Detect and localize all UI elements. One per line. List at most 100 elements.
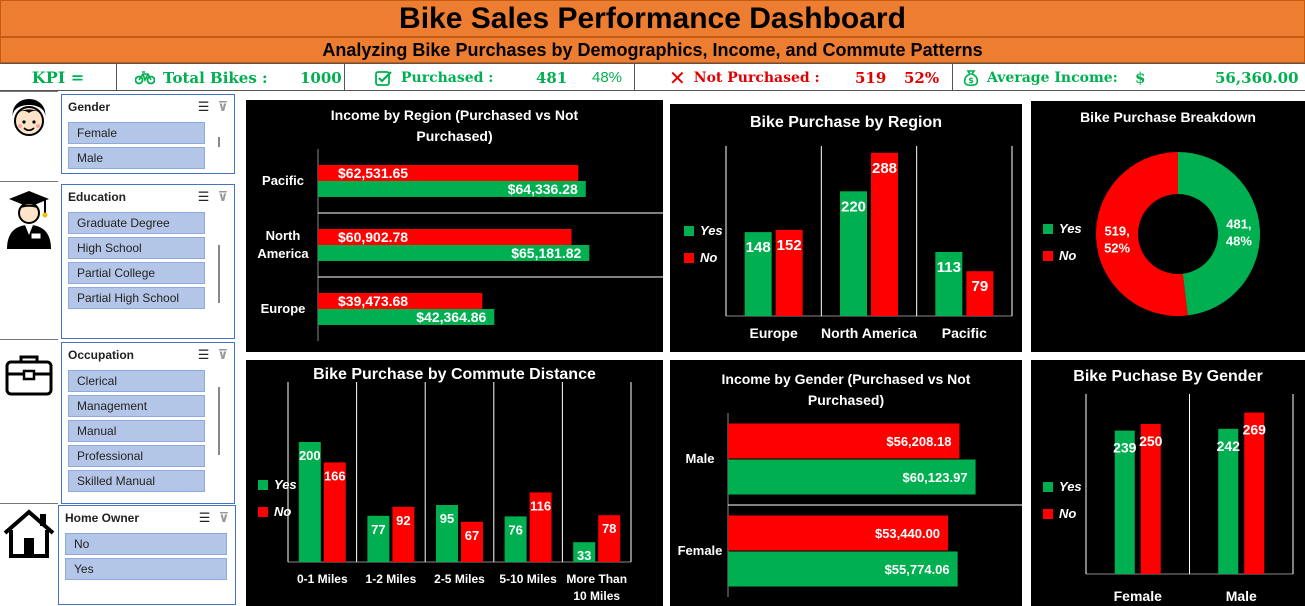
multi-select-icon[interactable]: ☰ xyxy=(198,510,211,526)
slicer-gender-title: Gender xyxy=(68,100,111,114)
bar-no xyxy=(392,506,415,562)
category-label: Europe xyxy=(750,325,798,341)
kpi-avg-income: $ Average Income: $ 56,360.00 xyxy=(953,64,1305,91)
legend-yes-label: Yes xyxy=(700,223,723,238)
chart-legend: Yes No xyxy=(258,471,297,525)
clear-filter-icon[interactable]: ⊽ xyxy=(218,510,229,526)
slicer-occupation-item[interactable]: Manual xyxy=(68,420,205,442)
bicycle-icon xyxy=(135,70,155,84)
legend-yes-label: Yes xyxy=(1059,221,1082,236)
chart-title: Bike Purchase by Commute Distance xyxy=(313,366,596,383)
slicer-gender: Gender ☰ ⊽ Female Male xyxy=(61,94,235,174)
data-label-yes: 220 xyxy=(841,198,866,215)
data-label-no: 288 xyxy=(872,160,897,177)
data-label-no: $39,473.68 xyxy=(338,293,408,309)
slicer-education-item[interactable]: Partial High School xyxy=(68,287,205,309)
data-label-no: $53,440.00 xyxy=(875,526,940,541)
dashboard-title-bar: Bike Sales Performance Dashboard xyxy=(0,0,1305,37)
multi-select-icon[interactable]: ☰ xyxy=(197,99,210,115)
data-label-yes: 200 xyxy=(299,448,321,463)
legend-yes-label: Yes xyxy=(1059,479,1082,494)
slicer-occupation-item[interactable]: Skilled Manual xyxy=(68,470,205,492)
legend-no-label: No xyxy=(1059,248,1077,263)
bar-yes xyxy=(504,516,527,562)
kpi-purchased-value: 481 xyxy=(536,68,568,87)
slicer-gender-item[interactable]: Female xyxy=(68,122,205,144)
data-label-yes: $55,774.06 xyxy=(885,562,950,577)
slice-no xyxy=(1095,152,1188,316)
slicer-home-owner-item[interactable]: No xyxy=(65,533,227,555)
kpi-purchased-label: Purchased : xyxy=(401,69,494,86)
data-label-yes: 242 xyxy=(1217,438,1241,454)
legend-yes-swatch xyxy=(258,479,268,490)
kpi-not-purchased-label: Not Purchased : xyxy=(693,69,820,86)
bar-no xyxy=(318,165,579,181)
money-bag-icon: $ xyxy=(963,69,979,86)
category-label: North America xyxy=(821,325,917,341)
clear-filter-icon[interactable]: ⊽ xyxy=(217,99,228,115)
bar-no xyxy=(1140,424,1161,574)
slicer-occupation-scrollbar[interactable] xyxy=(218,387,220,455)
bar-no xyxy=(871,152,898,316)
category-label: Male xyxy=(686,451,715,466)
data-label-yes: 148 xyxy=(746,239,771,256)
bar-yes xyxy=(1218,428,1239,574)
legend-no-label: No xyxy=(700,250,718,265)
multi-select-icon[interactable]: ☰ xyxy=(197,189,210,205)
graduate-icon xyxy=(0,181,58,339)
bar-no xyxy=(728,423,960,459)
purchase-by-gender-chart: Bike Puchase By Gender 239 250 Female 242 26… xyxy=(1031,360,1305,606)
commute-distance-chart: Bike Purchase by Commute Distance 200 166… xyxy=(246,360,663,606)
data-label-no: 78 xyxy=(602,521,616,536)
bar-no xyxy=(529,492,552,562)
multi-select-icon[interactable]: ☰ xyxy=(197,347,210,363)
slicer-education-item[interactable]: Graduate Degree xyxy=(68,212,205,234)
bar-yes xyxy=(298,442,321,562)
bar-yes xyxy=(728,459,976,495)
slicer-education-title: Education xyxy=(68,190,127,204)
category-label: 0-1 Miles xyxy=(297,572,348,586)
slicer-education-item[interactable]: High School xyxy=(68,237,205,259)
kpi-avg-income-currency: $ xyxy=(1135,68,1146,87)
bar-yes xyxy=(573,542,596,562)
slicer-education-scrollbar[interactable] xyxy=(218,245,220,303)
income-by-gender-chart: Income by Gender (Purchased vs Not Purch… xyxy=(670,360,1022,606)
slicer-education-item[interactable]: Partial College xyxy=(68,262,205,284)
house-icon xyxy=(0,503,58,606)
chart-legend: Yes No xyxy=(1043,473,1082,527)
data-label-no: $62,531.65 xyxy=(338,165,408,181)
dashboard-title: Bike Sales Performance Dashboard xyxy=(399,1,906,35)
category-label: 10 Miles xyxy=(573,589,620,603)
slicer-occupation-item[interactable]: Management xyxy=(68,395,205,417)
purchase-by-region-chart: Bike Purchase by Region 148 152 Europe 220 2… xyxy=(670,104,1022,352)
slice-yes xyxy=(1178,152,1260,316)
chart-title: Bike Puchase By Gender xyxy=(1073,368,1263,385)
checkbox-icon xyxy=(375,70,392,86)
slicer-gender-scrollbar[interactable] xyxy=(218,137,220,147)
bar-no xyxy=(461,521,483,562)
data-label-no: 250 xyxy=(1139,433,1163,449)
legend-yes-swatch xyxy=(684,225,694,236)
clear-filter-icon[interactable]: ⊽ xyxy=(217,189,228,205)
data-label-yes: 33 xyxy=(577,548,591,563)
bar-no xyxy=(1244,412,1265,574)
slicer-occupation-item[interactable]: Professional xyxy=(68,445,205,467)
data-label-no: $60,902.78 xyxy=(338,229,408,245)
kpi-not-purchased-pct: 52% xyxy=(904,68,940,87)
slicer-home-owner-item[interactable]: Yes xyxy=(65,558,227,580)
category-label: Female xyxy=(1114,588,1162,604)
income-by-gender-plot: Male $56,208.18 $60,123.97 Female $53,440.00… xyxy=(678,413,1022,597)
clear-filter-icon[interactable]: ⊽ xyxy=(217,347,228,363)
category-label: Pacific xyxy=(262,173,304,188)
bar-yes xyxy=(840,191,867,316)
data-label-yes: $42,364.86 xyxy=(416,309,486,325)
category-label: Europe xyxy=(261,301,306,316)
slicer-gender-item[interactable]: Male xyxy=(68,147,205,169)
data-label-yes: $65,181.82 xyxy=(511,245,581,261)
bar-no xyxy=(323,462,346,562)
legend-yes-swatch xyxy=(1043,481,1053,492)
slicer-education: Education ☰ ⊽ Graduate Degree High School… xyxy=(61,184,235,339)
category-label: Female xyxy=(678,543,723,558)
slicer-occupation-item[interactable]: Clerical xyxy=(68,370,205,392)
category-label: America xyxy=(257,246,309,261)
